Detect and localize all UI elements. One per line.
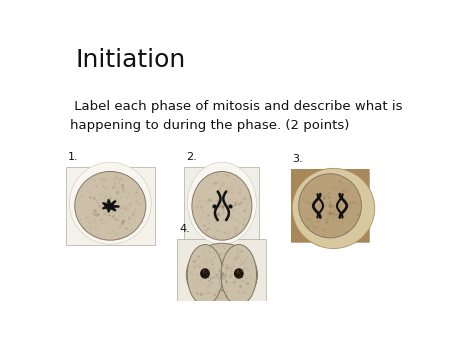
Ellipse shape bbox=[292, 168, 375, 248]
Ellipse shape bbox=[221, 245, 256, 305]
Bar bbox=[291, 169, 369, 242]
Ellipse shape bbox=[187, 162, 256, 244]
Bar bbox=[177, 239, 266, 311]
Text: 2.: 2. bbox=[186, 151, 197, 162]
Ellipse shape bbox=[186, 243, 257, 306]
Text: 1.: 1. bbox=[68, 151, 78, 162]
Text: Initiation: Initiation bbox=[76, 48, 186, 72]
Ellipse shape bbox=[75, 171, 146, 240]
Ellipse shape bbox=[234, 268, 244, 279]
Bar bbox=[291, 169, 369, 242]
Text: Label each phase of mitosis and describe what is: Label each phase of mitosis and describe… bbox=[70, 100, 403, 114]
Text: 3.: 3. bbox=[292, 154, 303, 164]
Text: 4.: 4. bbox=[179, 224, 190, 234]
Ellipse shape bbox=[69, 162, 151, 244]
Bar bbox=[184, 167, 259, 245]
Bar bbox=[66, 167, 155, 245]
Text: happening to during the phase. (2 points): happening to during the phase. (2 points… bbox=[70, 119, 350, 131]
Ellipse shape bbox=[299, 174, 361, 238]
Ellipse shape bbox=[192, 171, 252, 240]
Ellipse shape bbox=[187, 245, 223, 305]
Ellipse shape bbox=[200, 268, 210, 279]
